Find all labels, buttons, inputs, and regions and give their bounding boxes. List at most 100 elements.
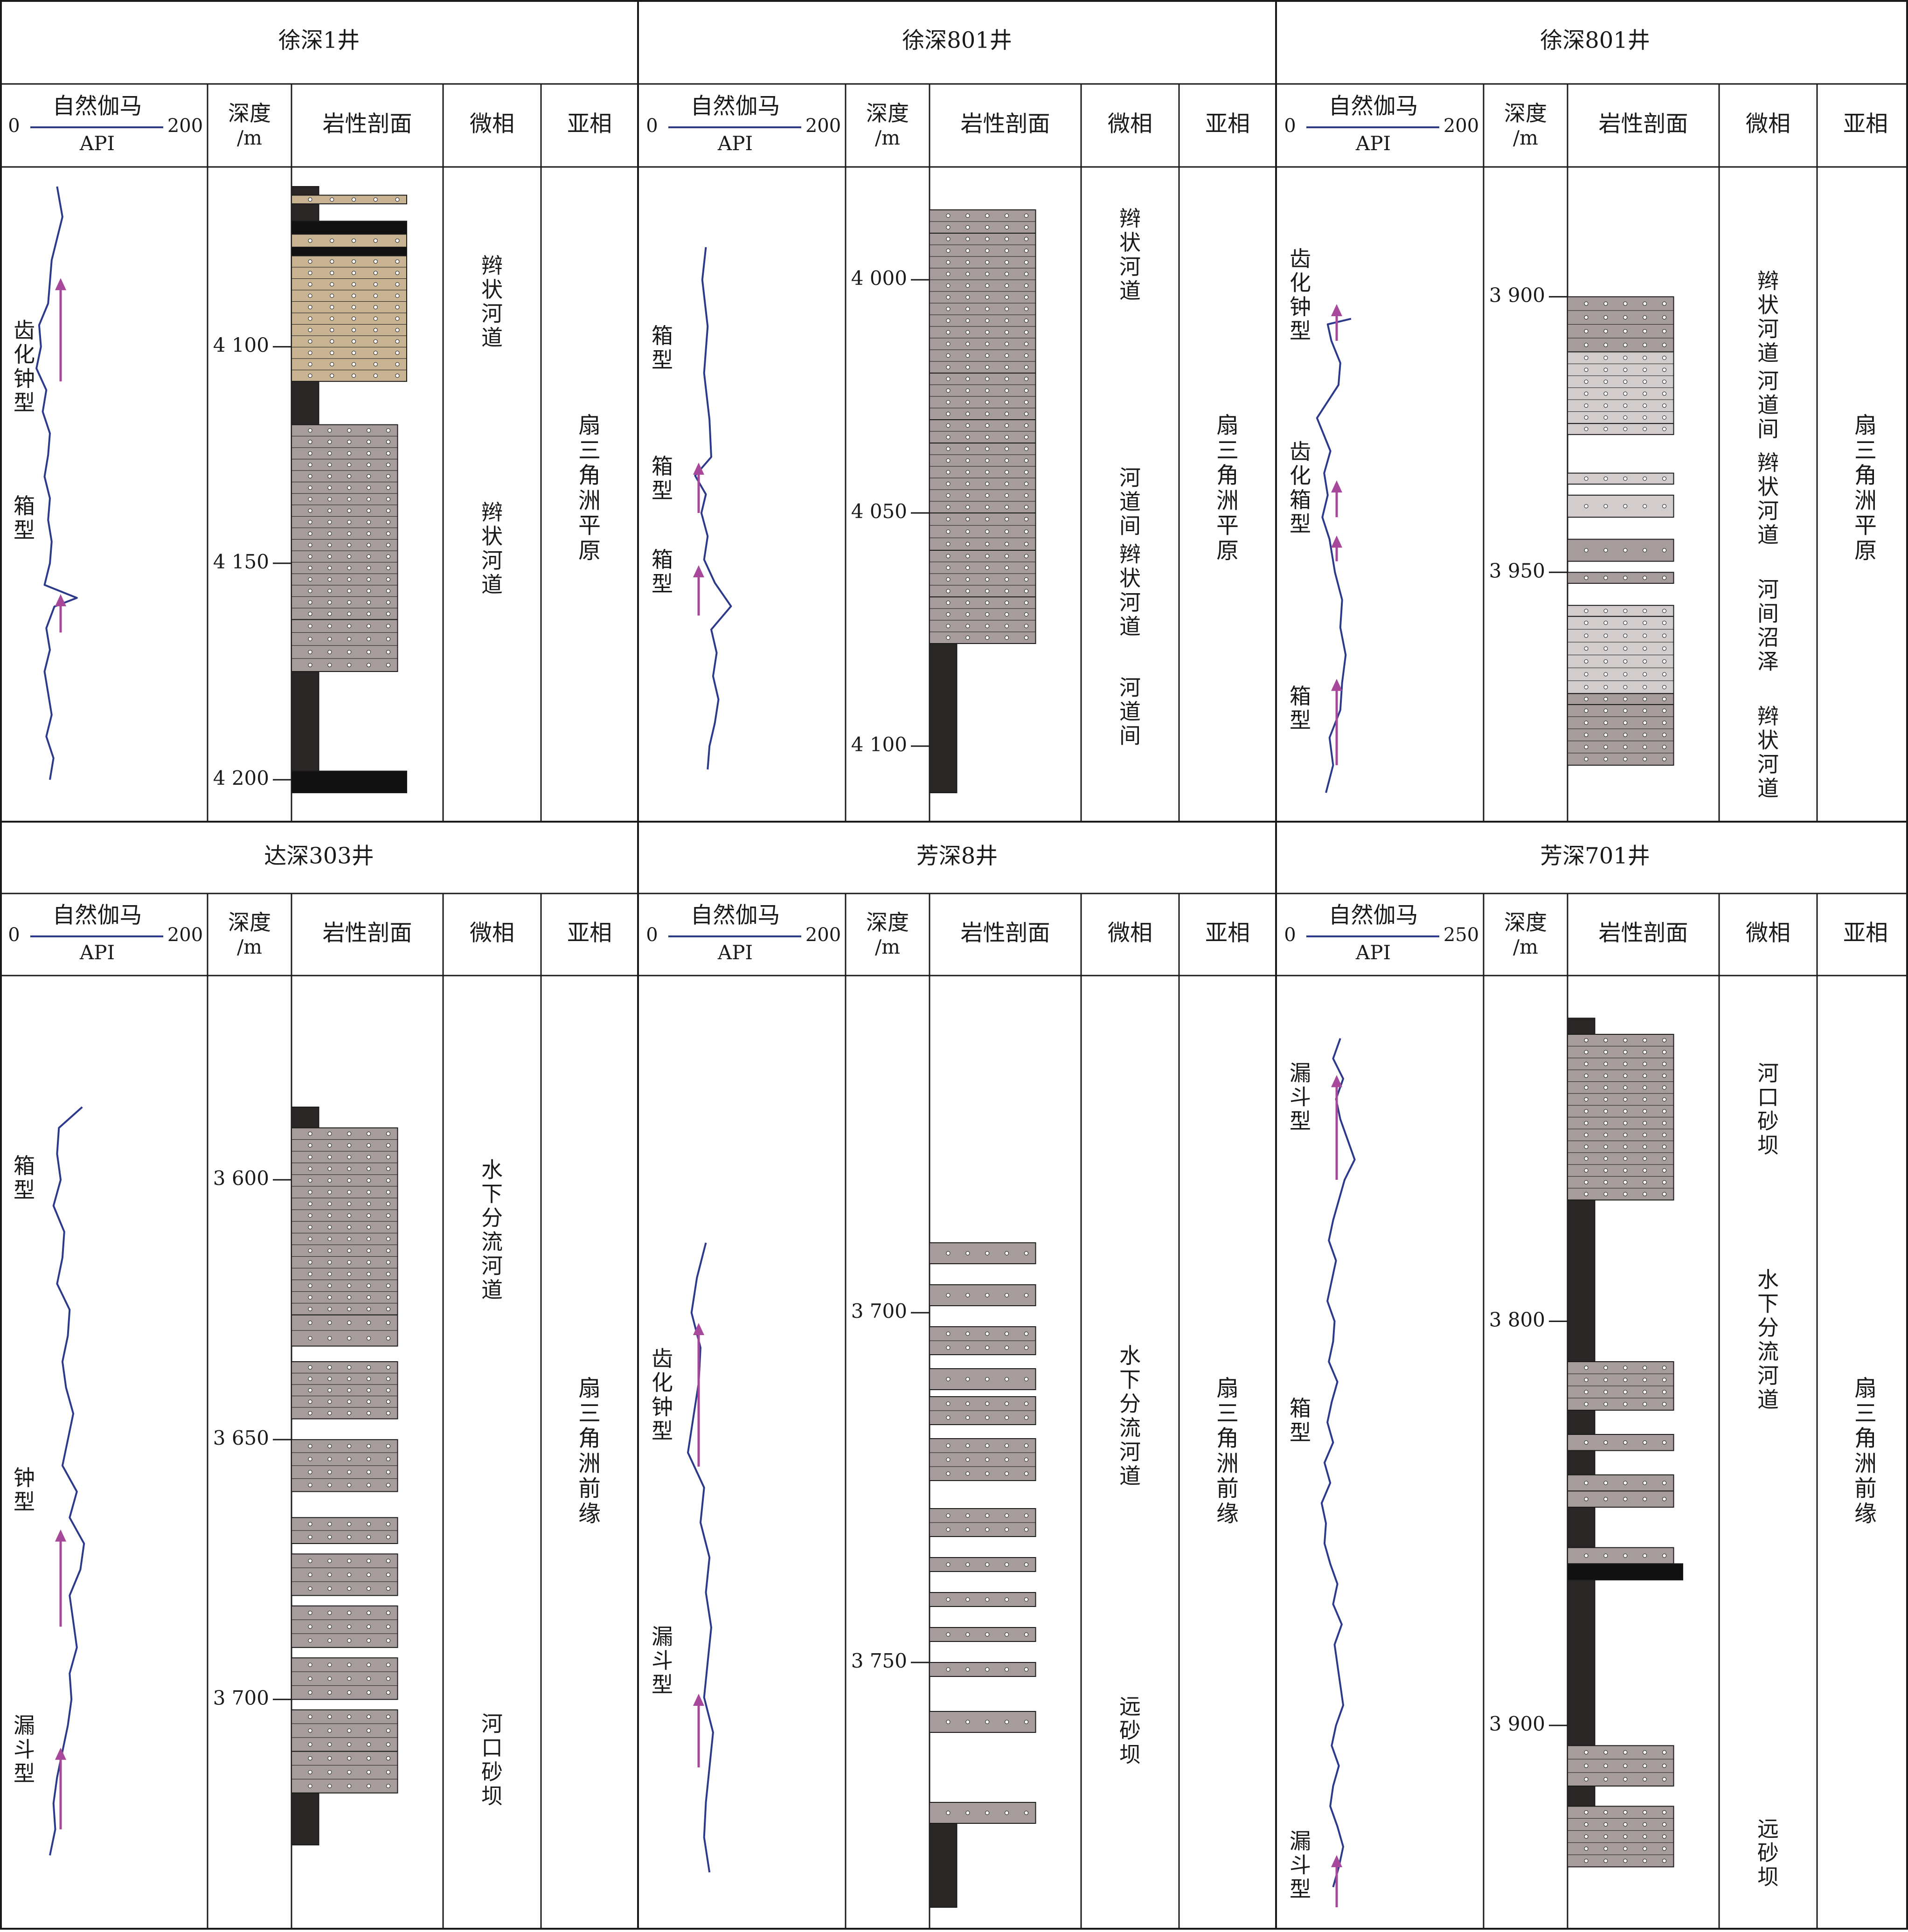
- curve-shape-label-char: 箱: [1290, 487, 1311, 512]
- gravel-dot: [1603, 1156, 1608, 1161]
- gravel-dot: [965, 365, 970, 369]
- lithology-header: 岩性剖面: [960, 111, 1050, 137]
- gravel-dot: [1024, 1632, 1028, 1637]
- depth-unit: /m: [875, 126, 900, 149]
- gravel-dot: [367, 1237, 371, 1241]
- gravel-dot: [946, 284, 951, 288]
- gravel-dot: [1005, 1293, 1009, 1297]
- gr-curve: [49, 1106, 85, 1856]
- gravel-dot: [1662, 708, 1666, 713]
- well-name: 徐深1井: [278, 28, 360, 54]
- lithology-bed: [1567, 1434, 1674, 1451]
- gravel-dot: [1584, 672, 1589, 677]
- gravel-dot: [965, 1443, 970, 1448]
- gravel-dot: [985, 1811, 990, 1815]
- microfacies-label-char: 河: [1757, 1363, 1779, 1388]
- gravel-dot: [330, 305, 334, 310]
- gravel-dot: [1662, 621, 1666, 625]
- gravel-dot: [352, 305, 356, 310]
- lithology-bed: [1567, 605, 1674, 617]
- gravel-dot: [1005, 295, 1009, 299]
- gravel-dot: [347, 650, 352, 654]
- subfacies-label-char: 前: [578, 1475, 601, 1502]
- gravel-dot: [308, 1784, 312, 1788]
- gravel-dot: [1005, 1720, 1009, 1724]
- gravel-dot: [347, 624, 352, 628]
- gravel-dot: [1584, 1109, 1589, 1114]
- subfacies-label-char: 洲: [578, 1450, 601, 1476]
- gravel-dot: [327, 1728, 332, 1733]
- gr-unit: API: [717, 941, 753, 964]
- gravel-dot: [965, 330, 970, 334]
- gravel-dot: [373, 293, 378, 298]
- gravel-dot: [347, 1411, 352, 1415]
- gravel-dot: [1005, 517, 1009, 521]
- gravel-dot: [367, 508, 371, 513]
- gravel-dot: [985, 624, 990, 628]
- gravel-dot: [1005, 1401, 1009, 1406]
- gravel-dot: [1584, 476, 1589, 481]
- gravel-dot: [327, 1558, 332, 1563]
- gravel-dot: [308, 238, 312, 243]
- curve-shape-label-char: 型: [1290, 707, 1311, 733]
- gravel-dot: [1005, 624, 1009, 628]
- gravel-dot: [985, 272, 990, 276]
- lithology-bed: [291, 770, 407, 793]
- gravel-dot: [1584, 659, 1589, 664]
- gravel-dot: [1662, 1553, 1666, 1558]
- gravel-dot: [1643, 1073, 1647, 1078]
- gravel-dot: [965, 470, 970, 474]
- gravel-dot: [347, 1213, 352, 1218]
- subfacies-label-char: 三: [1854, 437, 1877, 464]
- gravel-dot: [1603, 745, 1608, 749]
- gravel-dot: [352, 238, 356, 243]
- gr-scale-max: 200: [1443, 115, 1479, 137]
- gravel-dot: [347, 1522, 352, 1526]
- gravel-dot: [1584, 1402, 1589, 1406]
- gravel-dot: [1005, 249, 1009, 253]
- gravel-dot: [965, 554, 970, 558]
- gravel-dot: [308, 451, 312, 456]
- microfacies-label-char: 坝: [1757, 1133, 1779, 1158]
- gravel-dot: [386, 1336, 390, 1341]
- gravel-dot: [327, 440, 332, 444]
- subfacies-label-char: 扇: [1854, 1375, 1877, 1401]
- gravel-dot: [1603, 1085, 1608, 1090]
- depth-unit: /m: [1513, 126, 1538, 149]
- gravel-dot: [1623, 427, 1628, 431]
- gravel-dot: [386, 1411, 390, 1415]
- gravel-dot: [308, 1676, 312, 1681]
- curve-shape-label-char: 齿: [652, 1346, 673, 1371]
- gravel-dot: [308, 1260, 312, 1265]
- gravel-dot: [352, 282, 356, 287]
- gravel-dot: [1603, 1378, 1608, 1382]
- gravel-dot: [386, 1558, 390, 1563]
- gravel-dot: [1005, 272, 1009, 276]
- gravel-dot: [1643, 1050, 1647, 1054]
- microfacies-label-char: 道: [1757, 340, 1779, 366]
- gravel-dot: [946, 249, 951, 253]
- curve-shape-label-char: 型: [14, 518, 35, 543]
- gravel-dot: [347, 1714, 352, 1719]
- gravel-dot: [395, 316, 400, 321]
- gravel-dot: [347, 1307, 352, 1311]
- gr-scale-min: 0: [646, 924, 658, 946]
- gravel-dot: [1603, 708, 1608, 713]
- lithology-bed: [929, 512, 1036, 551]
- subfacies-label-char: 角: [578, 463, 601, 489]
- gravel-dot: [1603, 1073, 1608, 1078]
- gravel-dot: [386, 1728, 390, 1733]
- gravel-dot: [386, 1320, 390, 1325]
- gravel-dot: [327, 543, 332, 547]
- gravel-dot: [946, 353, 951, 358]
- curve-shape-label: 漏斗型: [652, 1624, 673, 1697]
- gravel-dot: [308, 650, 312, 654]
- gravel-dot: [1584, 1378, 1589, 1382]
- gravel-dot: [1643, 343, 1647, 347]
- gravel-dot: [946, 388, 951, 393]
- curve-shape-label-char: 齿: [14, 318, 35, 343]
- gravel-dot: [1005, 260, 1009, 264]
